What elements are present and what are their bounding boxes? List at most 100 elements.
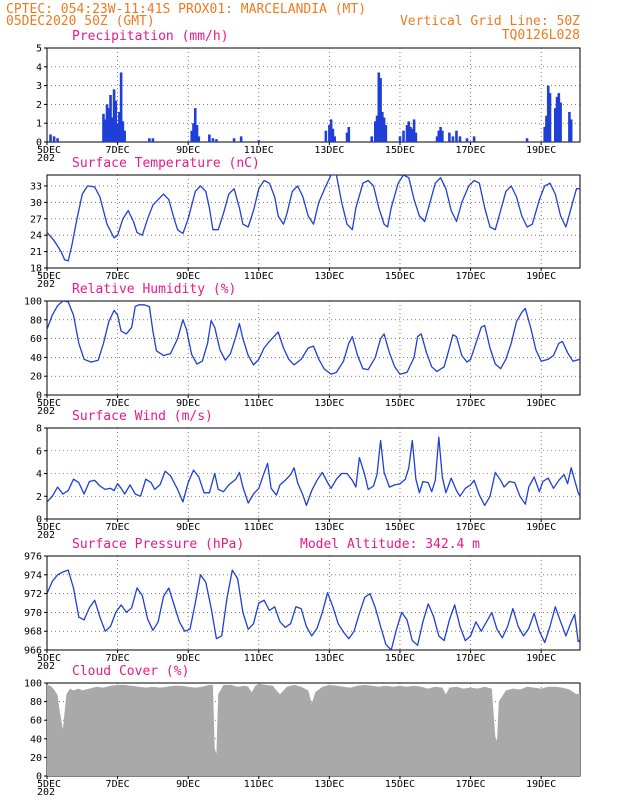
surface-temperature-xtick-label: 15DEC [385,271,415,282]
precip-bar [123,130,126,142]
precipitation-ytick-label: 0 [36,138,42,149]
precip-bar [559,102,562,142]
precipitation-xtick-label: 19DEC [526,145,556,156]
precip-bar [211,138,215,142]
surface-pressure-ytick-label: 976 [24,552,42,563]
surface-wind-ytick-label: 6 [36,446,42,457]
precip-bar [439,126,442,142]
precip-bar [381,111,384,142]
surface-temperature-ytick-label: 18 [30,264,42,275]
surface-pressure-xtick-label: 17DEC [456,653,486,664]
precip-bar [525,138,529,142]
relative-humidity-xtick-label: 5DEC [37,398,61,409]
precipitation-xtick-label: 7DEC [106,145,130,156]
relative-humidity-ytick-label: 20 [30,372,42,383]
precip-bar [333,136,336,142]
precip-bar [398,136,402,142]
precip-bar [119,72,123,142]
precipitation-xtick-label: 11DEC [244,145,274,156]
precip-bar [105,104,109,142]
cloud-cover-xtick-label: 9DEC [176,779,200,790]
relative-humidity-title: Relative Humidity (%) [72,282,236,297]
surface-wind-panel: 0 2 4 6 8 5DEC 7DEC 9DEC 11DEC 13DEC 15DEC 17DEC 19D… [36,409,581,541]
surface-temperature-ytick-label: 24 [30,231,42,242]
cloud-cover-xtick-label: 13DEC [314,779,344,790]
precip-bar [546,85,550,142]
precip-bar [121,121,125,142]
precip-bar [412,119,416,142]
precip-bar [112,89,116,142]
precipitation-title: Precipitation (mm/h) [72,29,229,44]
precip-bar [195,125,199,142]
precip-bar [56,138,59,142]
surface-wind-xtick-label: 17DEC [456,522,486,533]
precip-bar [193,108,197,142]
relative-humidity-ytick-label: 80 [30,315,42,326]
cloud-cover-area [47,683,580,776]
precipitation-xtick-label: 17DEC [456,145,486,156]
relative-humidity-ytick-label: 100 [24,297,42,308]
surface-temperature-ytick-label: 33 [30,181,42,192]
relative-humidity-panel: 0 20 40 60 80 100 5DEC 7DEC 9DEC 11DEC 13DEC 15DEC 1… [24,282,581,417]
precip-bar [118,111,121,142]
precipitation-xtick-label: 13DEC [314,145,344,156]
precipitation-panel: 0 1 2 3 4 5 5DEC 7DEC 9DEC 11DEC 13DEC 15DEC 17DEC 19… [36,29,581,164]
surface-wind-xtick-label: 9DEC [176,522,200,533]
cloud-cover-xtick-label: 15DEC [385,779,415,790]
precipitation-data [49,72,573,142]
surface-temperature-xtick-label: 9DEC [176,271,200,282]
relative-humidity-ytick-label: 40 [30,353,42,364]
relative-humidity-year-label: 202 [37,406,55,417]
precip-bar [324,130,328,142]
precip-bar [148,138,151,142]
precip-bar [458,136,462,142]
header-grid-line: Vertical Grid Line: 50Z [400,14,580,29]
surface-temperature-ytick-label: 27 [30,214,42,225]
surface-wind-xtick-label: 11DEC [244,522,274,533]
precip-bar [407,121,411,142]
header-run-time: 05DEC2020 50Z (GMT) [6,14,155,29]
precip-bar [52,136,56,142]
precip-bar [441,130,444,142]
cloud-cover-xtick-label: 19DEC [526,779,556,790]
surface-pressure-xtick-label: 15DEC [385,653,415,664]
surface-temperature-frame [46,174,581,269]
relative-humidity-line [47,301,580,375]
precip-bar [557,93,561,142]
cloud-cover-xtick-label: 17DEC [456,779,486,790]
header-model-code: TQ0126L028 [502,28,580,43]
precip-bar [411,128,414,142]
surface-pressure-xtick-label: 9DEC [176,653,200,664]
surface-wind-ytick-label: 4 [36,469,42,480]
precip-bar [370,136,374,142]
cloud-cover-ytick-label: 100 [24,679,42,690]
precip-bar [197,136,201,142]
surface-wind-xtick-label: 13DEC [314,522,344,533]
surface-wind-ytick-label: 8 [36,424,42,435]
precip-bar [208,134,211,142]
surface-wind-year-label: 202 [37,530,55,541]
precipitation-frame [46,47,581,143]
surface-temperature-xtick-label: 13DEC [314,271,344,282]
surface-pressure-annotation: Model Altitude: 342.4 m [300,537,480,552]
surface-temperature-xtick-label: 7DEC [106,271,130,282]
precip-bar [375,115,379,142]
surface-pressure-xtick-label: 11DEC [244,653,274,664]
relative-humidity-xtick-label: 15DEC [385,398,415,409]
precip-bar [569,119,573,142]
precip-bar [384,125,388,142]
surface-temperature-data [47,175,580,262]
surface-pressure-ytick-label: 972 [24,589,42,600]
precipitation-ytick-label: 2 [36,100,42,111]
relative-humidity-xtick-label: 7DEC [106,398,130,409]
precip-bar [107,108,111,142]
precip-bar [103,119,107,142]
precip-bar [257,140,261,142]
surface-wind-xtick-label: 7DEC [106,522,130,533]
cloud-cover-xtick-label: 11DEC [244,779,274,790]
precip-bar [448,132,451,142]
surface-wind-ytick-label: 0 [36,515,42,526]
surface-temperature-xtick-label: 11DEC [244,271,274,282]
precip-bar [151,138,155,142]
precipitation-ytick-label: 4 [36,62,42,73]
